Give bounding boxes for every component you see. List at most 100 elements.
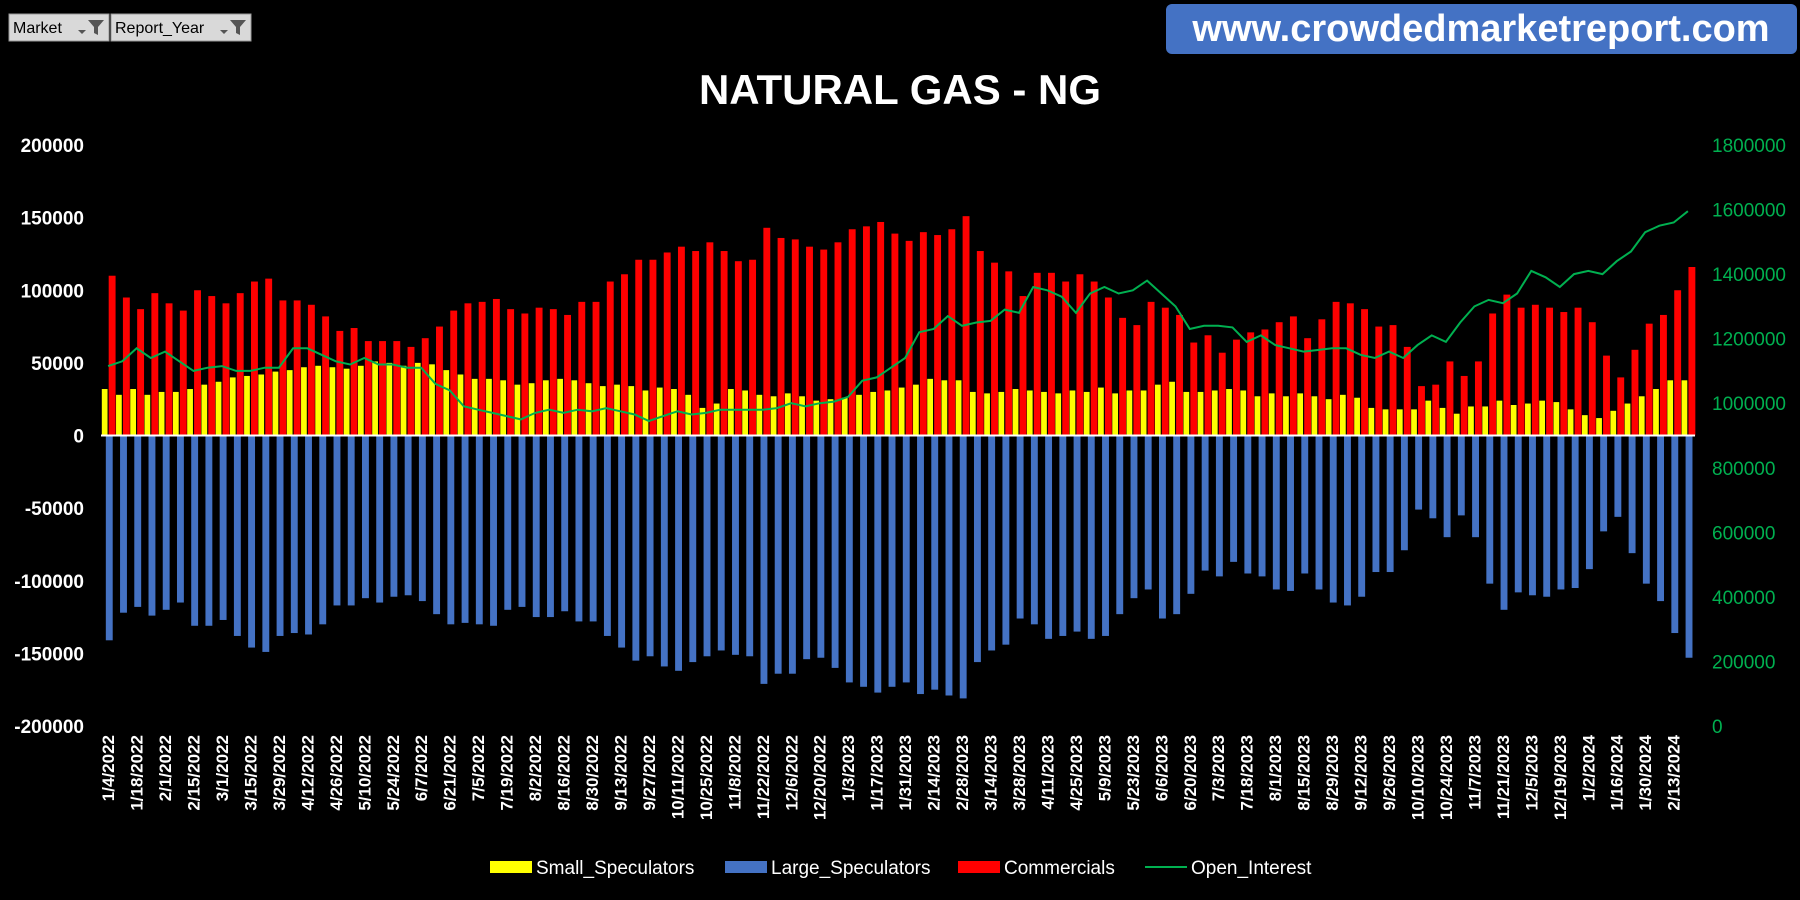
bar: [931, 435, 939, 690]
bar: [834, 242, 842, 436]
bar: [1055, 393, 1062, 436]
bar: [1372, 435, 1380, 573]
bar: [301, 367, 307, 436]
bar: [742, 390, 748, 436]
y2-tick-label: 1000000: [1712, 394, 1786, 415]
filter-label[interactable]: Report_Year: [115, 20, 205, 37]
bar: [1457, 435, 1465, 516]
x-tick-label: 1/17/2023: [868, 735, 887, 811]
bar: [959, 435, 967, 699]
bar: [603, 435, 611, 636]
x-tick-label: 2/1/2022: [156, 735, 175, 801]
bar: [1503, 294, 1511, 436]
bar: [236, 293, 244, 436]
bar: [1030, 435, 1038, 625]
bar: [689, 435, 697, 663]
bar: [578, 301, 586, 436]
x-tick-label: 2/14/2023: [925, 735, 944, 811]
bar: [1631, 349, 1639, 436]
bar: [1642, 435, 1650, 584]
bar: [618, 435, 626, 648]
bar: [888, 435, 896, 687]
bar: [400, 365, 407, 436]
bar: [1119, 317, 1127, 436]
bar: [1482, 406, 1489, 436]
bar: [1539, 400, 1545, 436]
bar: [1489, 313, 1497, 436]
bar: [1087, 435, 1095, 639]
bar: [108, 275, 116, 436]
bar: [1596, 418, 1602, 436]
bar: [877, 221, 885, 436]
bar: [393, 341, 401, 436]
legend-label: Open_Interest: [1191, 858, 1312, 879]
bar: [1614, 435, 1622, 517]
y2-tick-label: 1600000: [1712, 201, 1786, 222]
x-tick-label: 3/29/2022: [270, 735, 289, 811]
legend-swatch: [490, 861, 532, 873]
filter-button[interactable]: [110, 13, 252, 42]
bar: [898, 387, 905, 436]
bar: [646, 435, 654, 657]
bar: [1240, 390, 1247, 436]
x-tick-label: 6/6/2023: [1152, 735, 1171, 801]
x-tick-label: 3/1/2022: [213, 735, 232, 801]
filter-market[interactable]: Market: [8, 13, 110, 42]
bar: [635, 259, 643, 436]
bar: [471, 378, 478, 436]
bar: [1496, 400, 1503, 436]
line: [107, 210, 1689, 423]
x-tick-label: 3/15/2022: [241, 735, 260, 811]
bar: [919, 232, 927, 436]
bar: [500, 380, 507, 436]
x-tick-label: 10/11/2022: [668, 735, 687, 819]
x-tick-label: 7/18/2023: [1238, 735, 1257, 811]
bar: [379, 341, 386, 436]
bar: [1059, 435, 1067, 636]
y2-tick-label: 800000: [1712, 459, 1775, 480]
bar: [1628, 435, 1636, 554]
bar: [913, 384, 919, 436]
filter-icon[interactable]: [220, 20, 246, 35]
bar: [969, 391, 976, 436]
bar: [820, 249, 828, 436]
x-tick-label: 12/19/2023: [1551, 735, 1570, 820]
bar: [1525, 403, 1531, 436]
bar: [1332, 301, 1340, 436]
bar: [347, 435, 355, 606]
bar: [749, 259, 757, 436]
bar: [870, 391, 877, 436]
bar: [1201, 435, 1209, 571]
bar: [528, 383, 535, 436]
bar: [663, 252, 671, 436]
bar: [1557, 435, 1565, 590]
y-tick-label: 200000: [21, 136, 84, 157]
bar: [390, 435, 398, 597]
filter-button[interactable]: [8, 13, 110, 42]
bar: [1204, 335, 1212, 436]
bar: [504, 435, 512, 610]
filter-icon[interactable]: [78, 20, 104, 35]
bar: [1645, 323, 1653, 436]
chart-title: NATURAL GAS - NG: [699, 66, 1101, 113]
bar: [973, 435, 981, 663]
x-tick-label: 10/25/2022: [697, 735, 716, 820]
watermark-box: [1166, 4, 1797, 54]
bar: [1289, 316, 1297, 436]
x-tick-label: 5/10/2022: [355, 735, 374, 811]
x-tick-label: 12/5/2023: [1522, 735, 1541, 811]
bar: [443, 370, 450, 436]
x-tick-label: 7/5/2022: [469, 735, 488, 801]
bar: [1603, 355, 1610, 436]
x-tick-label: 7/3/2023: [1209, 735, 1228, 801]
bar: [927, 378, 934, 436]
bar: [884, 390, 891, 436]
bar: [418, 435, 426, 602]
bar: [557, 378, 563, 436]
bar: [1283, 396, 1289, 436]
bar: [244, 375, 250, 436]
filter-year[interactable]: Report_Year: [110, 13, 252, 42]
filter-label[interactable]: Market: [13, 20, 62, 37]
bar: [293, 300, 301, 436]
x-tick-label: 7/19/2022: [498, 735, 517, 811]
